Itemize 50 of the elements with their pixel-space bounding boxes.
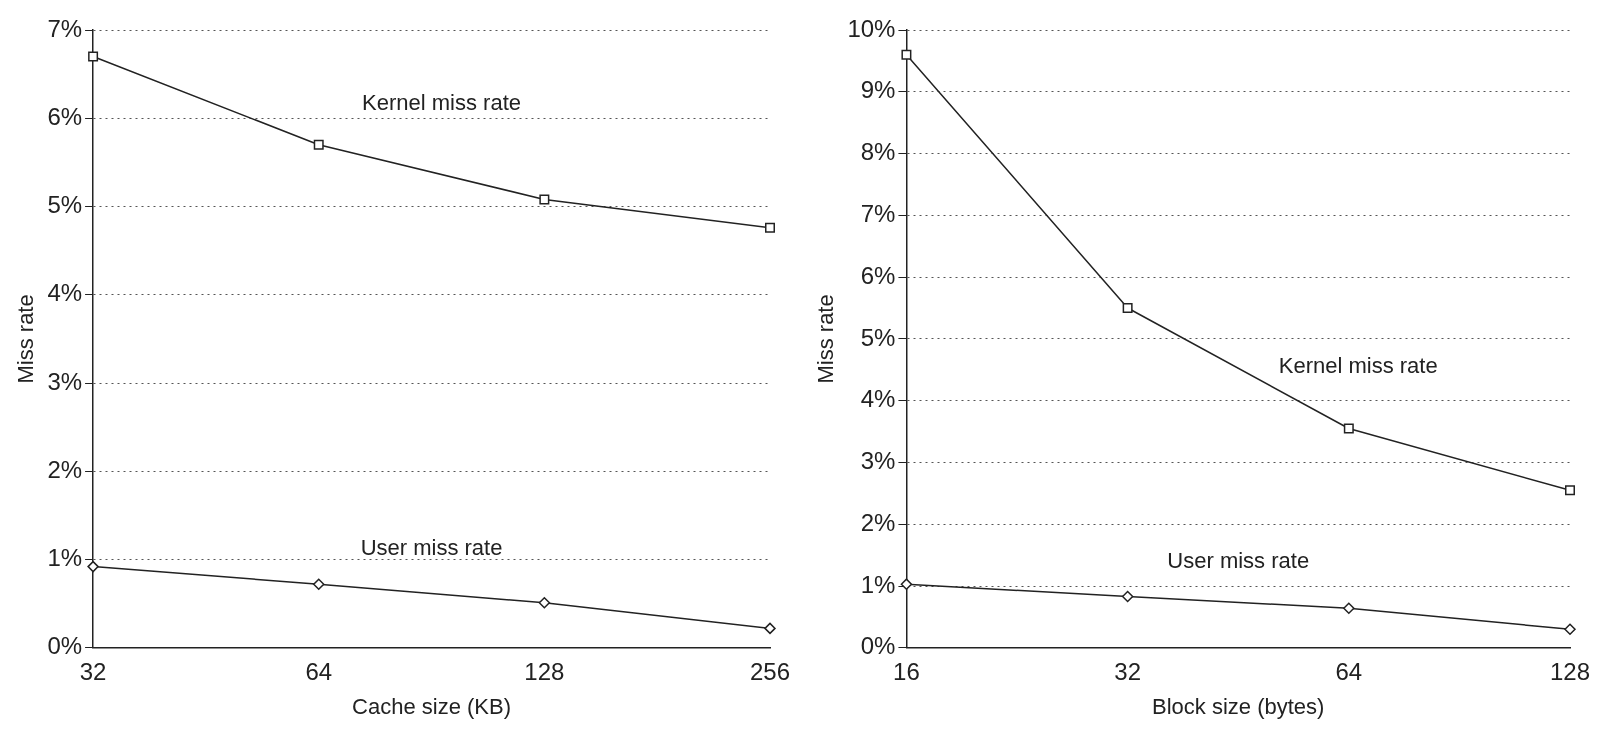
y-tick-label: 3% (47, 367, 83, 395)
x-axis-title: Block size (bytes) (1152, 693, 1325, 719)
point (313, 139, 324, 150)
point (1343, 602, 1355, 615)
point (1564, 623, 1576, 636)
point (87, 560, 99, 573)
x-tick-label: 32 (1114, 657, 1141, 685)
y-tick-label: 3% (860, 447, 896, 475)
y-tick-label: 1% (47, 544, 83, 572)
y-tick-label: 5% (860, 323, 896, 351)
y-tick-label: 8% (860, 138, 896, 166)
y-tick-label: 6% (860, 261, 896, 289)
y-tick-label: 0% (47, 632, 83, 660)
point (539, 194, 550, 205)
series-label: User miss rate (360, 535, 503, 561)
y-tick-label: 9% (860, 76, 896, 104)
point (1343, 423, 1354, 434)
y-tick-label: 5% (47, 191, 83, 219)
point (312, 578, 325, 591)
y-axis-title: Miss rate (13, 294, 39, 384)
x-tick-label: 64 (1335, 657, 1363, 685)
x-axis-title: Cache size (KB) (352, 693, 512, 719)
series-label: Kernel miss rate (1278, 353, 1438, 379)
point (765, 222, 775, 233)
y-tick-label: 2% (47, 455, 83, 483)
y-tick-label: 10% (847, 14, 896, 42)
point (1121, 590, 1134, 603)
point (88, 51, 99, 62)
x-tick-label: 64 (305, 657, 333, 685)
x-tick-label: 256 (749, 657, 791, 685)
series-label: User miss rate (1167, 547, 1310, 573)
y-tick-label: 4% (47, 279, 83, 307)
y-tick-label: 2% (860, 508, 896, 536)
y-tick-label: 7% (860, 199, 896, 227)
series-label: Kernel miss rate (362, 89, 522, 115)
x-tick-label: 16 (893, 657, 920, 685)
y-tick-label: 0% (860, 632, 896, 660)
y-tick-label: 1% (860, 570, 896, 598)
point (764, 622, 776, 635)
point (901, 49, 912, 60)
point (1122, 303, 1133, 313)
y-tick-label: 7% (47, 14, 83, 42)
y-axis-title: Miss rate (813, 294, 839, 384)
y-tick-label: 6% (47, 102, 83, 130)
point (1565, 485, 1575, 496)
x-tick-label: 128 (524, 657, 565, 685)
y-tick-label: 4% (860, 385, 896, 413)
x-tick-label: 128 (1549, 657, 1591, 685)
point (538, 597, 551, 609)
x-tick-label: 32 (79, 657, 107, 685)
